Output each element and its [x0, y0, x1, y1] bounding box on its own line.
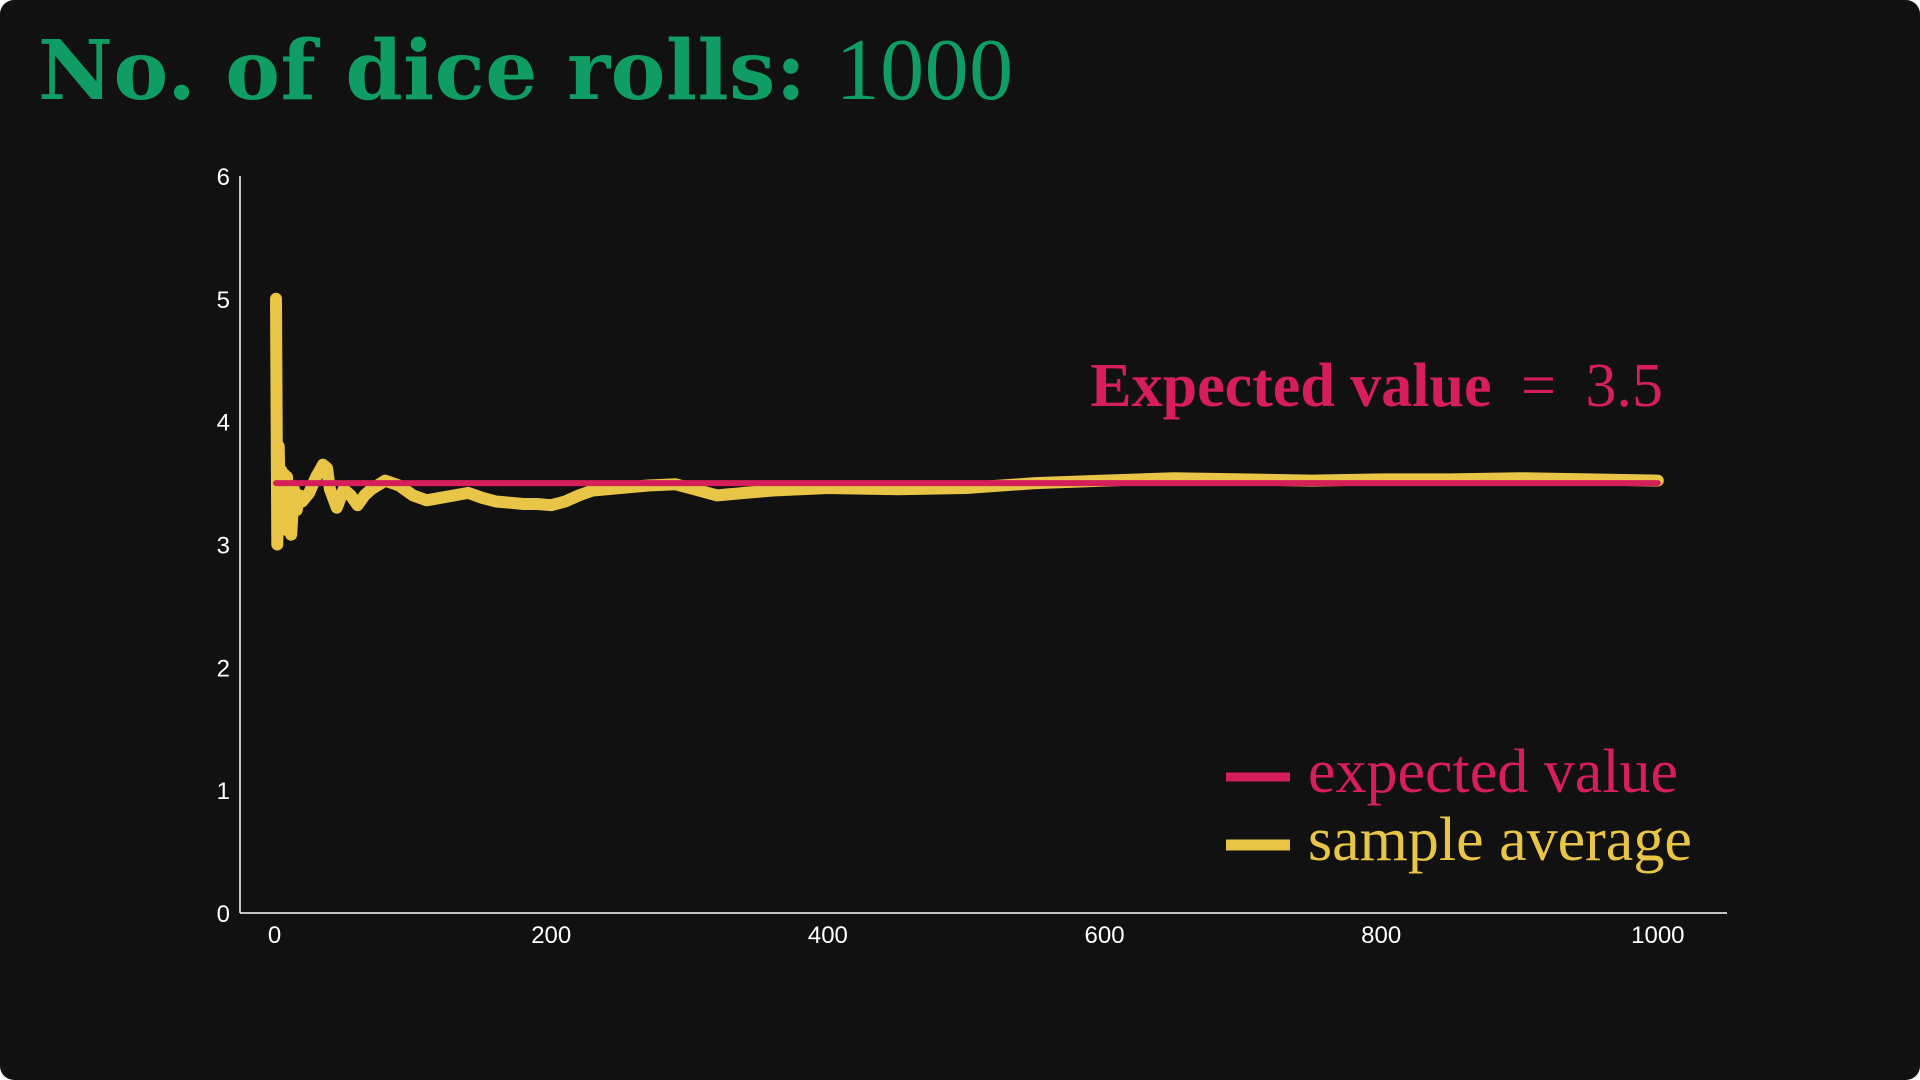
- chart-legend: expected value sample average: [1226, 738, 1692, 874]
- x-tick-label: 200: [531, 922, 571, 949]
- x-tick-label: 600: [1085, 922, 1125, 949]
- y-tick-label: 6: [217, 164, 230, 191]
- y-tick-label: 0: [217, 901, 230, 928]
- annotation-value: 3.5: [1586, 352, 1664, 420]
- y-tick-label: 3: [217, 533, 230, 560]
- x-tick-label: 1000: [1631, 922, 1684, 949]
- chart-series: [270, 292, 1664, 551]
- title-label: No. of dice rolls:: [38, 23, 807, 119]
- sample-average-line: [270, 292, 1664, 551]
- annotation-label: Expected value: [1090, 352, 1491, 420]
- legend-label-expected-value: expected value: [1308, 738, 1678, 806]
- legend-label-sample-average: sample average: [1308, 806, 1692, 874]
- chart-axes: 0 1 2 3 4 5 6 0 200 400 600 800 1000: [217, 164, 1727, 949]
- x-tick-label: 800: [1361, 922, 1401, 949]
- x-tick-label: 0: [268, 922, 281, 949]
- page-title: No. of dice rolls: 1000: [38, 20, 1014, 121]
- y-tick-label: 5: [217, 287, 230, 314]
- x-tick-label: 400: [808, 922, 848, 949]
- y-tick-label: 1: [217, 778, 230, 805]
- y-tick-label: 2: [217, 655, 230, 682]
- title-value: 1000: [835, 22, 1014, 119]
- y-tick-label: 4: [217, 410, 230, 437]
- annotation-operator: =: [1521, 352, 1556, 420]
- expected-value-annotation: Expected value = 3.5: [1090, 352, 1663, 420]
